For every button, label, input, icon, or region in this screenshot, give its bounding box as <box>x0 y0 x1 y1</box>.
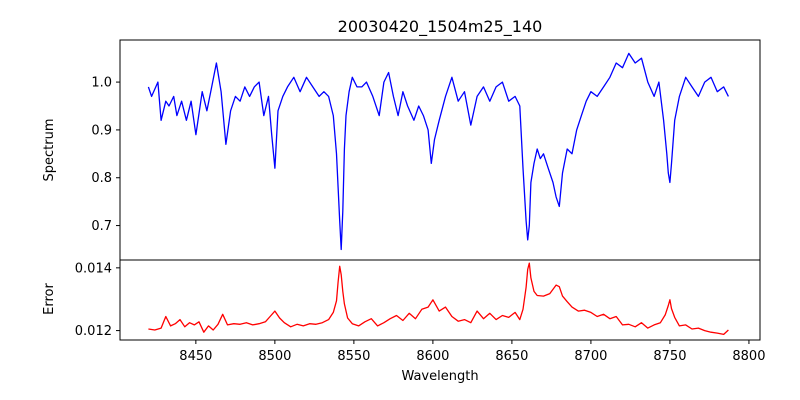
spectrum-line <box>147 52 729 251</box>
spectrum-y-tick-label: 0.7 <box>91 219 112 234</box>
x-tick-label: 8650 <box>495 349 528 364</box>
x-tick-label: 8750 <box>653 349 686 364</box>
x-tick-label: 8550 <box>337 349 370 364</box>
x-tick-label: 8450 <box>179 349 212 364</box>
spectrum-y-tick-label: 0.8 <box>91 171 112 186</box>
chart-title: 20030420_1504m25_140 <box>338 17 543 37</box>
error-panel: 0.012 0.014 8450 8500 8550 8600 8650 8700 8750 88… <box>75 259 765 364</box>
error-y-tick-label: 0.014 <box>75 261 112 276</box>
error-y-axis-label: Error <box>42 283 57 315</box>
error-line <box>148 262 729 336</box>
x-tick-label: 8600 <box>416 349 449 364</box>
x-tick-label: 8500 <box>258 349 291 364</box>
x-tick-label: 8700 <box>574 349 607 364</box>
x-axis-label: Wavelength <box>401 369 478 384</box>
spectrum-y-tick-label: 0.9 <box>91 123 112 138</box>
x-tick-label: 8800 <box>732 349 765 364</box>
spectrum-y-tick-label: 1.0 <box>91 76 112 91</box>
spectrum-y-axis-label: Spectrum <box>42 119 57 182</box>
error-axes-frame <box>119 259 761 341</box>
error-y-tick-label: 0.012 <box>75 324 112 339</box>
